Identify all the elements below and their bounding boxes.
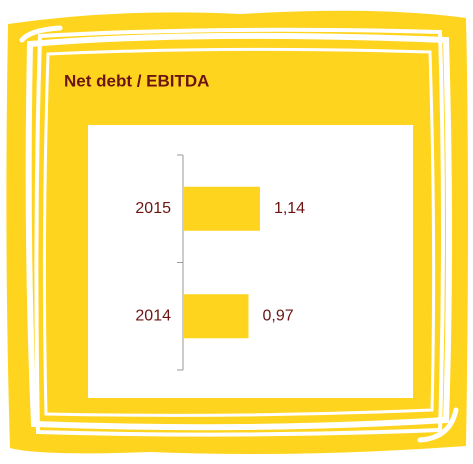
data-label: 1,14 <box>274 200 305 217</box>
bar <box>183 294 248 338</box>
category-label: 2015 <box>135 200 171 217</box>
bar <box>183 187 260 231</box>
chart: Net debt / EBITDA 2015 1,14 2014 0,97 <box>0 0 473 464</box>
category-label: 2014 <box>135 307 171 324</box>
plot-area <box>88 125 413 398</box>
chart-title: Net debt / EBITDA <box>64 71 209 90</box>
data-label: 0,97 <box>262 307 293 324</box>
